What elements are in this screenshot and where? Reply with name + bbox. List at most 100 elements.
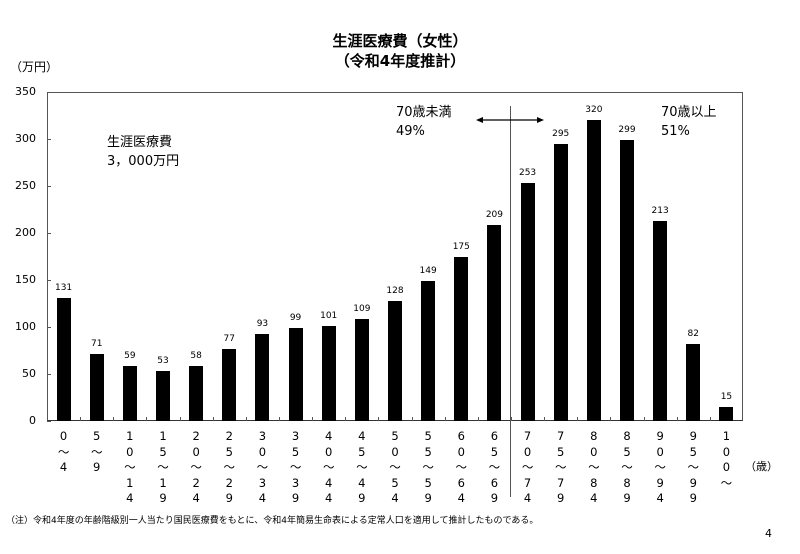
- x-tick-label: 9 5 〜 9 9: [687, 429, 700, 505]
- bar: [553, 143, 568, 421]
- bar: [255, 333, 270, 421]
- y-tick-mark: [47, 327, 51, 328]
- x-tick-label: 8 5 〜 8 9: [621, 429, 633, 505]
- bar: [653, 220, 668, 421]
- footnote: （注）令和4年度の年齢階級別一人当たり国民医療費をもとに、令和4年簡易生命表によ…: [6, 516, 539, 526]
- page-number: 4: [765, 527, 772, 540]
- lifetime-total-value: 3，000万円: [107, 154, 180, 169]
- x-tick-mark: [312, 417, 314, 421]
- x-tick-label: 6 5 〜 6 9: [488, 429, 501, 505]
- x-tick-label: 5 〜 9: [90, 429, 103, 474]
- x-tick-label: 4 0 〜 4 4: [322, 429, 335, 505]
- y-tick-label: 350: [15, 85, 36, 98]
- x-tick-mark: [345, 417, 347, 421]
- x-tick-mark: [477, 417, 479, 421]
- under-70-annotation: 70歳未満 49%: [396, 103, 452, 141]
- bar-value-label: 299: [618, 124, 636, 135]
- bar-value-label: 213: [651, 205, 669, 216]
- bar: [686, 343, 701, 421]
- x-tick-label: 3 0 〜 3 4: [256, 429, 269, 505]
- bar-value-label: 99: [289, 312, 302, 323]
- bar-value-label: 59: [124, 350, 136, 361]
- over-70-percent: 51%: [661, 124, 690, 139]
- y-tick-mark: [47, 139, 51, 140]
- x-tick-mark: [511, 417, 512, 421]
- x-tick-label: 7 5 〜 7 9: [554, 429, 567, 505]
- bar: [89, 354, 104, 421]
- x-tick-mark: [113, 417, 115, 421]
- bar-value-label: 101: [320, 311, 338, 322]
- x-tick-label: 6 0 〜 6 4: [455, 429, 468, 505]
- x-tick-mark: [245, 417, 247, 421]
- x-axis-unit: （歳）: [745, 460, 778, 473]
- bar: [620, 139, 634, 421]
- bar-value-label: 209: [485, 209, 504, 220]
- lifetime-total-annotation: 生涯医療費 3，000万円: [107, 133, 179, 171]
- x-tick-mark: [179, 417, 181, 421]
- x-tick-label: 4 5 〜 4 9: [356, 429, 368, 505]
- x-tick-mark: [709, 417, 711, 421]
- bar: [586, 120, 601, 421]
- bar-value-label: 149: [419, 265, 437, 276]
- bar-value-label: 71: [90, 339, 103, 350]
- y-tick-label: 300: [15, 132, 36, 145]
- chart-subtitle: （令和4年度推計）: [334, 52, 466, 70]
- x-tick-mark: [643, 417, 645, 421]
- bar: [520, 183, 535, 421]
- bar: [321, 326, 336, 421]
- chart-title: 生涯医療費（女性）: [332, 32, 468, 50]
- y-tick-label: 0: [29, 414, 36, 427]
- bar: [388, 300, 402, 421]
- y-tick-label: 150: [15, 273, 36, 286]
- bar-value-label: 93: [256, 318, 269, 329]
- y-tick-mark: [47, 374, 51, 375]
- x-tick-label: 1 5 〜 1 9: [157, 429, 169, 505]
- x-tick-mark: [444, 417, 446, 421]
- bar: [421, 280, 436, 421]
- y-axis-unit: （万円）: [10, 60, 59, 74]
- x-tick-label: 1 0 〜 1 4: [124, 429, 136, 505]
- bar: [487, 224, 502, 421]
- x-tick-label: 3 5 〜 3 9: [289, 429, 302, 505]
- bar-value-label: 131: [54, 282, 73, 293]
- bar-value-label: 253: [518, 168, 537, 179]
- y-tick-label: 100: [15, 320, 36, 333]
- bar: [122, 365, 137, 421]
- x-tick-label: 5 5 〜 5 9: [422, 429, 434, 505]
- bar: [222, 348, 237, 421]
- bar: [454, 256, 469, 421]
- lifetime-total-label: 生涯医療費: [107, 135, 173, 150]
- x-tick-mark: [610, 417, 612, 421]
- x-tick-mark: [279, 417, 280, 421]
- bar-value-label: 58: [190, 351, 202, 362]
- bar: [56, 297, 71, 421]
- x-tick-mark: [378, 417, 380, 421]
- bar-value-label: 77: [223, 333, 235, 344]
- x-tick-mark: [577, 417, 579, 421]
- bar-value-label: 320: [585, 105, 603, 116]
- x-tick-label: 1 0 0 〜: [720, 429, 733, 490]
- age-70-divider: [510, 106, 511, 497]
- x-tick-label: 2 5 〜 2 9: [223, 429, 236, 505]
- x-tick-label: 7 0 〜 7 4: [521, 429, 534, 505]
- x-tick-mark: [544, 417, 546, 421]
- x-tick-mark: [411, 417, 413, 421]
- under-70-percent: 49%: [396, 124, 425, 139]
- y-tick-mark: [47, 186, 51, 187]
- x-tick-label: 5 0 〜 5 4: [389, 429, 401, 505]
- y-tick-label: 250: [15, 179, 36, 192]
- x-tick-mark: [676, 417, 678, 421]
- x-tick-label: 9 0 〜 9 4: [654, 429, 666, 505]
- under-70-label: 70歳未満: [396, 105, 452, 120]
- y-tick-mark: [47, 421, 51, 422]
- over-70-annotation: 70歳以上 51%: [661, 103, 717, 141]
- bar: [354, 318, 369, 421]
- x-tick-label: 8 0 〜 8 4: [588, 429, 600, 505]
- bar-value-label: 82: [687, 328, 699, 339]
- bar: [156, 371, 170, 421]
- x-tick-label: 0 〜 4: [57, 429, 70, 474]
- bar-value-label: 53: [157, 356, 169, 367]
- x-tick-mark: [146, 417, 148, 421]
- x-tick-mark: [212, 417, 214, 421]
- bar-value-label: 295: [552, 128, 570, 139]
